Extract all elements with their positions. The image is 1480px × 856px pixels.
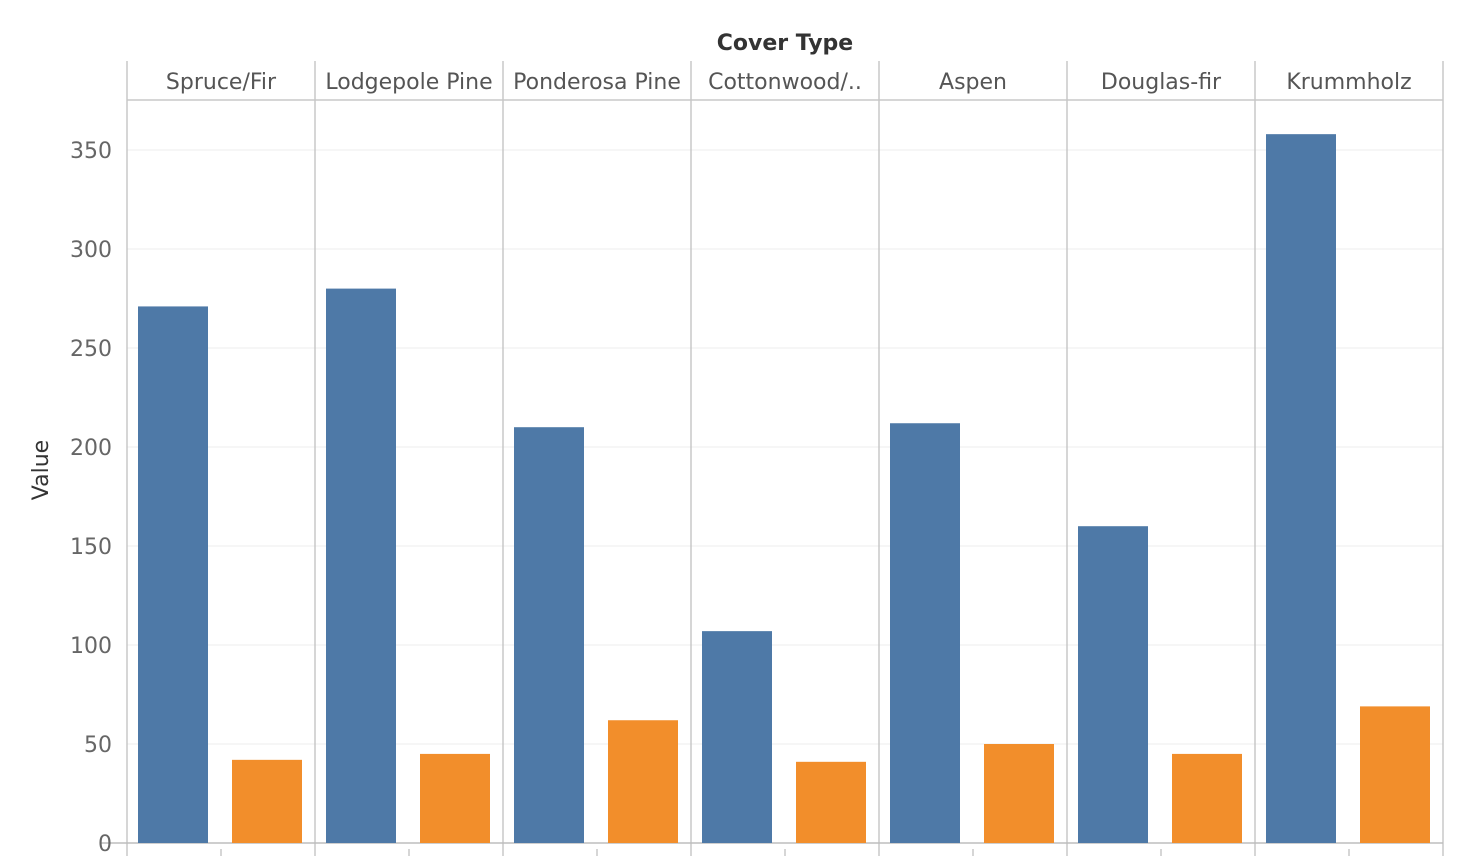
panel-label: Aspen	[939, 70, 1007, 95]
y-tick-label: 200	[70, 436, 112, 461]
bars	[138, 134, 1430, 844]
panel-label: Cottonwood/..	[708, 70, 862, 95]
bar	[1266, 134, 1336, 843]
y-tick-label: 250	[70, 337, 112, 362]
y-tick-label: 300	[70, 238, 112, 263]
bar	[138, 306, 208, 843]
bar	[702, 631, 772, 843]
column-header-title: Cover Type	[717, 31, 853, 56]
bar	[1172, 753, 1242, 843]
y-tick-label: 100	[70, 634, 112, 659]
y-tick-label: 0	[98, 832, 112, 856]
bar	[984, 744, 1054, 843]
bar	[514, 427, 584, 843]
y-tick-label: 150	[70, 535, 112, 560]
bar	[326, 288, 396, 844]
y-tick-label: 50	[84, 733, 112, 758]
bar	[1360, 706, 1430, 843]
y-tick-label: 350	[70, 139, 112, 164]
y-axis-title: Value	[29, 440, 54, 500]
panel-label: Ponderosa Pine	[513, 70, 681, 95]
bar	[1078, 526, 1148, 843]
bar	[420, 753, 490, 843]
panel-label: Spruce/Fir	[166, 70, 277, 95]
bar	[608, 720, 678, 843]
panel-label: Lodgepole Pine	[325, 70, 492, 95]
panel-label: Krummholz	[1286, 70, 1411, 95]
y-axis-ticks: 0 50 100 150 200 250 300 350	[70, 139, 112, 856]
bar	[890, 423, 960, 843]
bar	[232, 759, 302, 843]
bar	[796, 761, 866, 843]
panel-labels: Spruce/Fir Lodgepole Pine Ponderosa Pine Co…	[166, 70, 1412, 95]
gridlines	[127, 149, 1443, 745]
panel-label: Douglas-fir	[1101, 70, 1222, 95]
